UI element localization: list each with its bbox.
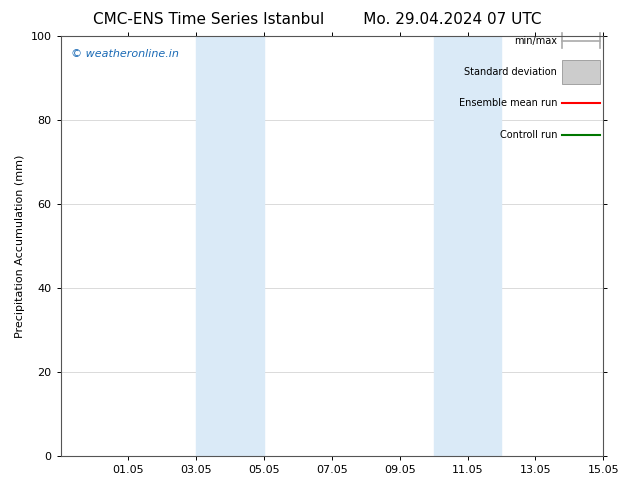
Text: Ensemble mean run: Ensemble mean run (458, 98, 557, 108)
Text: min/max: min/max (514, 35, 557, 46)
Bar (434, 36, 501, 456)
Y-axis label: Precipitation Accumulation (mm): Precipitation Accumulation (mm) (15, 154, 25, 338)
Bar (197, 36, 264, 456)
Text: CMC-ENS Time Series Istanbul        Mo. 29.04.2024 07 UTC: CMC-ENS Time Series Istanbul Mo. 29.04.2… (93, 12, 541, 27)
Text: © weatheronline.in: © weatheronline.in (72, 49, 179, 59)
Text: Standard deviation: Standard deviation (464, 67, 557, 77)
Text: Controll run: Controll run (500, 130, 557, 140)
Bar (562, 60, 600, 84)
